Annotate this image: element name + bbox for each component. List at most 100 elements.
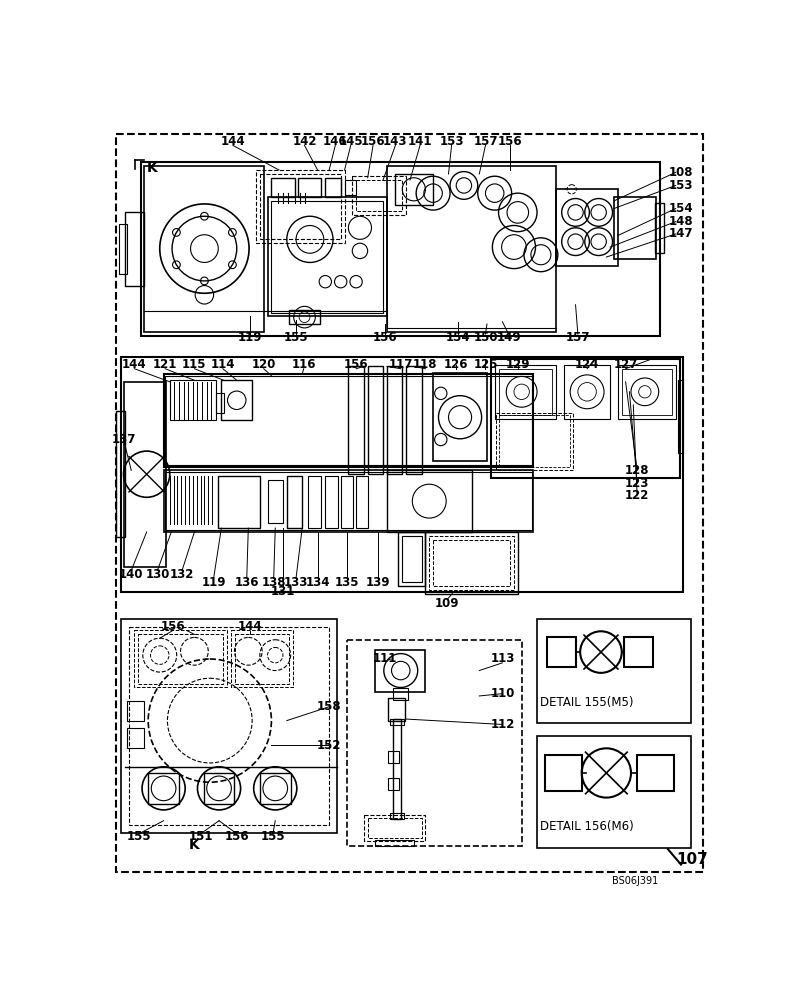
Bar bbox=[349, 366, 364, 474]
Bar bbox=[655, 203, 664, 253]
Bar bbox=[235, 634, 289, 684]
Bar bbox=[368, 366, 383, 474]
Bar bbox=[433, 540, 510, 586]
Text: 149: 149 bbox=[496, 331, 521, 344]
Bar bbox=[144, 166, 264, 332]
Text: 156: 156 bbox=[344, 358, 369, 371]
Text: 123: 123 bbox=[625, 477, 650, 490]
Bar bbox=[537, 619, 691, 723]
Text: 155: 155 bbox=[284, 331, 308, 344]
Bar bbox=[564, 365, 610, 419]
Bar bbox=[134, 630, 226, 687]
Text: 125: 125 bbox=[474, 358, 498, 371]
Text: 144: 144 bbox=[238, 620, 262, 633]
Text: 109: 109 bbox=[434, 597, 459, 610]
Text: 153: 153 bbox=[439, 135, 464, 148]
Text: 128: 128 bbox=[625, 464, 650, 477]
Text: DETAIL 155(M5): DETAIL 155(M5) bbox=[540, 696, 634, 709]
Bar bbox=[125, 212, 144, 286]
Bar bbox=[218, 476, 260, 528]
Bar bbox=[163, 374, 534, 466]
Bar bbox=[122, 619, 337, 833]
Text: K: K bbox=[146, 161, 158, 175]
Bar bbox=[389, 751, 399, 763]
Bar bbox=[430, 536, 514, 590]
Bar bbox=[165, 376, 532, 465]
Bar bbox=[347, 640, 522, 846]
Bar bbox=[614, 197, 657, 259]
Text: 148: 148 bbox=[669, 215, 694, 228]
Bar bbox=[393, 719, 401, 819]
Text: 124: 124 bbox=[575, 358, 599, 371]
Bar bbox=[496, 413, 574, 470]
Bar bbox=[368, 818, 422, 838]
Bar bbox=[116, 411, 125, 537]
Bar bbox=[271, 201, 383, 312]
Bar bbox=[289, 310, 320, 324]
Bar bbox=[260, 174, 341, 239]
Text: 116: 116 bbox=[291, 358, 316, 371]
Text: 155: 155 bbox=[126, 830, 151, 843]
Bar bbox=[637, 755, 674, 791]
Bar bbox=[537, 736, 691, 848]
Bar bbox=[624, 637, 654, 667]
Bar bbox=[356, 476, 369, 528]
Text: 154: 154 bbox=[669, 202, 694, 215]
Text: 156: 156 bbox=[361, 135, 386, 148]
Text: 157: 157 bbox=[566, 331, 590, 344]
Text: 132: 132 bbox=[170, 568, 194, 581]
Bar bbox=[345, 180, 356, 195]
Bar bbox=[356, 180, 402, 211]
Bar bbox=[364, 815, 426, 841]
Text: 137: 137 bbox=[111, 433, 136, 446]
Bar bbox=[231, 630, 293, 687]
Text: 119: 119 bbox=[202, 576, 226, 588]
Text: 156: 156 bbox=[161, 620, 185, 633]
Bar bbox=[389, 778, 399, 790]
Bar bbox=[204, 773, 234, 804]
Text: 156: 156 bbox=[373, 331, 398, 344]
Bar bbox=[398, 532, 426, 586]
Text: 118: 118 bbox=[413, 358, 438, 371]
Bar bbox=[394, 174, 433, 205]
Bar bbox=[406, 366, 422, 474]
Text: 141: 141 bbox=[408, 135, 432, 148]
Text: 150: 150 bbox=[474, 331, 498, 344]
Bar bbox=[402, 536, 422, 582]
Bar bbox=[498, 369, 553, 415]
Bar bbox=[547, 637, 576, 667]
Bar bbox=[491, 359, 679, 478]
Text: 126: 126 bbox=[444, 358, 469, 371]
Bar bbox=[123, 382, 166, 567]
Text: 130: 130 bbox=[146, 568, 170, 581]
Text: 153: 153 bbox=[669, 179, 694, 192]
Text: 139: 139 bbox=[366, 576, 390, 588]
Bar bbox=[138, 634, 223, 684]
Bar bbox=[119, 224, 126, 274]
Text: 144: 144 bbox=[221, 135, 246, 148]
Text: 155: 155 bbox=[261, 830, 286, 843]
Text: 107: 107 bbox=[677, 852, 709, 867]
Text: 140: 140 bbox=[119, 568, 143, 581]
Text: 122: 122 bbox=[625, 489, 650, 502]
Bar bbox=[618, 365, 676, 419]
Text: 138: 138 bbox=[262, 576, 286, 588]
Bar bbox=[256, 170, 345, 243]
Text: 158: 158 bbox=[317, 700, 342, 713]
Bar bbox=[129, 627, 329, 825]
Text: 135: 135 bbox=[334, 576, 359, 588]
Text: 142: 142 bbox=[292, 135, 317, 148]
Bar bbox=[390, 719, 404, 725]
Bar bbox=[375, 840, 414, 846]
Bar bbox=[494, 365, 556, 419]
Text: K: K bbox=[189, 838, 200, 852]
Text: 131: 131 bbox=[270, 585, 295, 598]
Text: 117: 117 bbox=[389, 358, 413, 371]
Bar bbox=[308, 476, 321, 528]
Text: 119: 119 bbox=[238, 331, 262, 344]
Bar bbox=[545, 755, 582, 791]
Text: 156: 156 bbox=[498, 135, 522, 148]
Text: 154: 154 bbox=[446, 331, 470, 344]
Bar bbox=[126, 728, 143, 748]
Bar bbox=[433, 373, 487, 461]
